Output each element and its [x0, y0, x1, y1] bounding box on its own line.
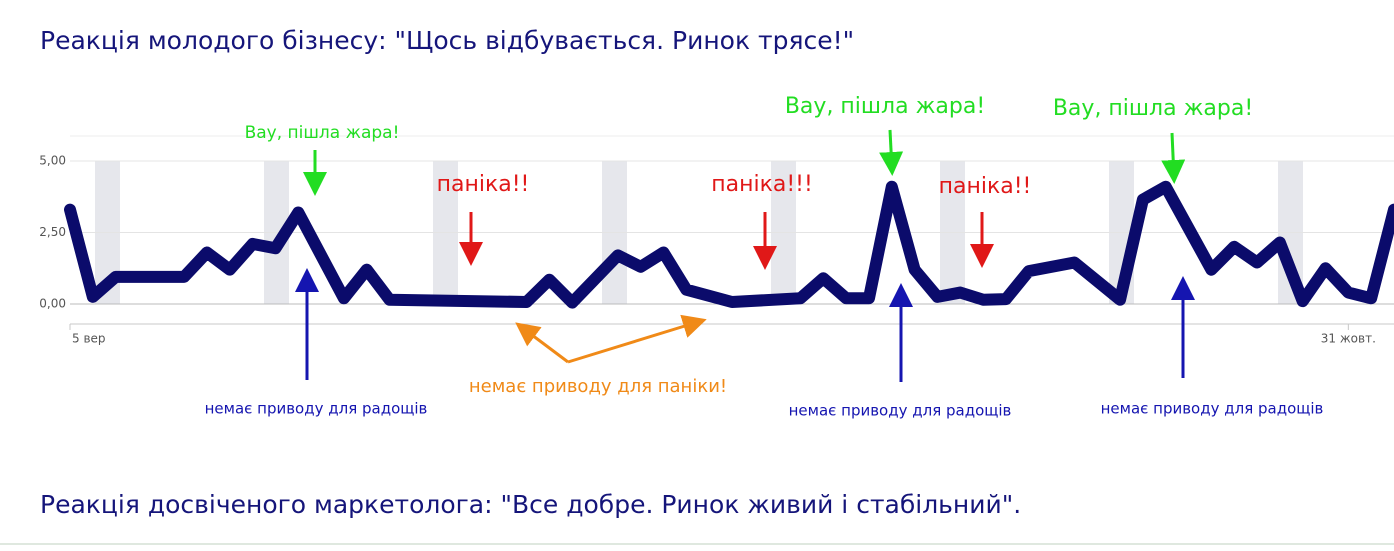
y-tick-label: 5,00	[39, 154, 66, 168]
annotation: Вау, пішла жара!	[1053, 96, 1253, 121]
annotation: Вау, пішла жара!	[245, 123, 400, 143]
chart-title: Реакція молодого бізнесу: "Щось відбуває…	[40, 26, 854, 55]
y-tick-label: 0,00	[39, 297, 66, 311]
chart-subtitle: Реакція досвіченого маркетолога: "Все до…	[40, 490, 1021, 519]
x-tick-label: 5 вер	[72, 332, 106, 346]
arrow	[879, 129, 904, 176]
x-tick-label: 31 жовт.	[1321, 332, 1376, 346]
annotation: паніка!!	[437, 172, 530, 197]
annotation: паніка!!	[939, 174, 1032, 199]
y-tick-label: 2,50	[39, 225, 66, 239]
arrow	[567, 314, 707, 364]
arrow	[515, 322, 569, 364]
annotation: паніка!!!	[711, 172, 813, 197]
annotation: немає приводу для паніки!	[469, 376, 727, 397]
arrow	[1161, 132, 1186, 184]
plot: 0,00 2,50 5,00 5 вер 31 жовт.	[39, 135, 1394, 346]
data-line	[64, 180, 1394, 309]
arrows	[295, 129, 1195, 382]
annotation: Вау, пішла жара!	[785, 94, 985, 119]
annotation: немає приводу для радощів	[789, 402, 1012, 420]
annotation: немає приводу для радощів	[205, 400, 428, 418]
annotation: немає приводу для радощів	[1101, 400, 1324, 418]
